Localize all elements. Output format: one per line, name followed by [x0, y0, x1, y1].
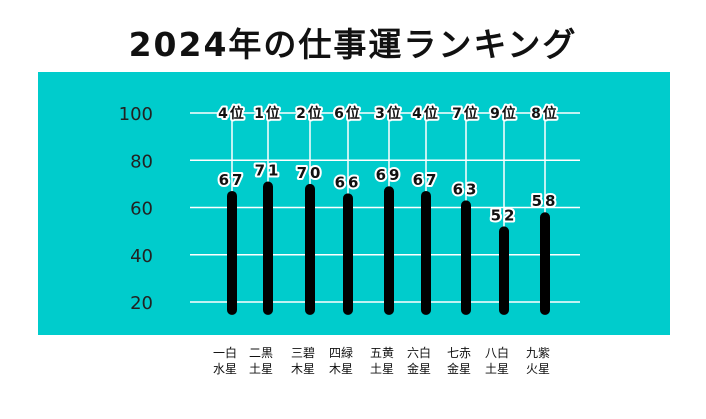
- bar-1: [263, 181, 273, 315]
- y-tick-label-100: 100: [119, 104, 153, 125]
- value-label-6: 63: [453, 180, 480, 198]
- value-label-2: 70: [297, 164, 324, 182]
- category-label-8-1: 火星: [526, 362, 550, 376]
- category-label-8-0: 九紫: [526, 346, 550, 360]
- chart-panel: [38, 72, 670, 335]
- bar-4: [384, 186, 394, 315]
- value-label-7: 52: [491, 206, 518, 224]
- category-label-4-1: 土星: [370, 362, 394, 376]
- category-label-5-1: 金星: [407, 361, 431, 376]
- rank-label-4: 3位: [375, 105, 403, 122]
- category-label-7-0: 八白: [485, 345, 509, 360]
- y-axis-ticks: 20 40 60 80 100: [119, 104, 153, 314]
- category-label-6-1: 金星: [447, 361, 471, 376]
- chart-title: 2024年の仕事運ランキング: [128, 25, 578, 64]
- rank-label-2: 2位: [296, 105, 324, 122]
- value-label-4: 69: [376, 166, 403, 184]
- category-label-3-1: 木星: [329, 362, 353, 376]
- y-tick-label-20: 20: [130, 293, 153, 314]
- category-label-7-1: 土星: [485, 362, 509, 376]
- rank-label-7: 9位: [490, 105, 518, 122]
- rank-label-8: 8位: [531, 105, 559, 122]
- value-label-1: 71: [255, 162, 282, 180]
- bar-3: [343, 193, 353, 315]
- bar-2: [305, 183, 315, 315]
- bar-0: [227, 190, 237, 315]
- bars: [227, 181, 550, 315]
- category-label-2-0: 三碧: [291, 346, 315, 360]
- y-tick-label-60: 60: [130, 199, 153, 220]
- value-label-8: 58: [532, 192, 559, 210]
- y-tick-label-40: 40: [130, 246, 153, 267]
- category-label-5-0: 六白: [407, 345, 431, 360]
- category-label-2-1: 木星: [291, 362, 315, 376]
- y-tick-label-80: 80: [130, 151, 153, 172]
- rank-label-5: 4位: [412, 105, 440, 122]
- value-label-0: 67: [219, 171, 246, 189]
- value-label-3: 66: [335, 173, 362, 191]
- category-label-0-0: 一白: [213, 345, 237, 360]
- rank-label-1: 1位: [254, 105, 282, 122]
- rank-label-3: 6位: [334, 105, 362, 122]
- data-labels: 67 71 70 66 69 67 63 52 58 4位 1位 2位 6位 3位 4位 7位 9位 8位: [216, 103, 559, 226]
- bar-6: [461, 200, 471, 315]
- category-label-4-0: 五黄: [370, 346, 394, 360]
- bar-7: [499, 226, 509, 315]
- category-label-1-0: 二黒: [249, 346, 273, 360]
- bar-5: [421, 190, 431, 315]
- category-label-1-1: 土星: [249, 362, 273, 376]
- category-label-6-0: 七赤: [447, 346, 471, 360]
- rank-label-6: 7位: [452, 105, 480, 122]
- category-label-0-1: 水星: [213, 362, 237, 376]
- category-label-3-0: 四緑: [329, 345, 353, 360]
- bar-8: [540, 212, 550, 315]
- rank-label-0: 4位: [218, 105, 246, 122]
- value-label-5: 67: [413, 171, 440, 189]
